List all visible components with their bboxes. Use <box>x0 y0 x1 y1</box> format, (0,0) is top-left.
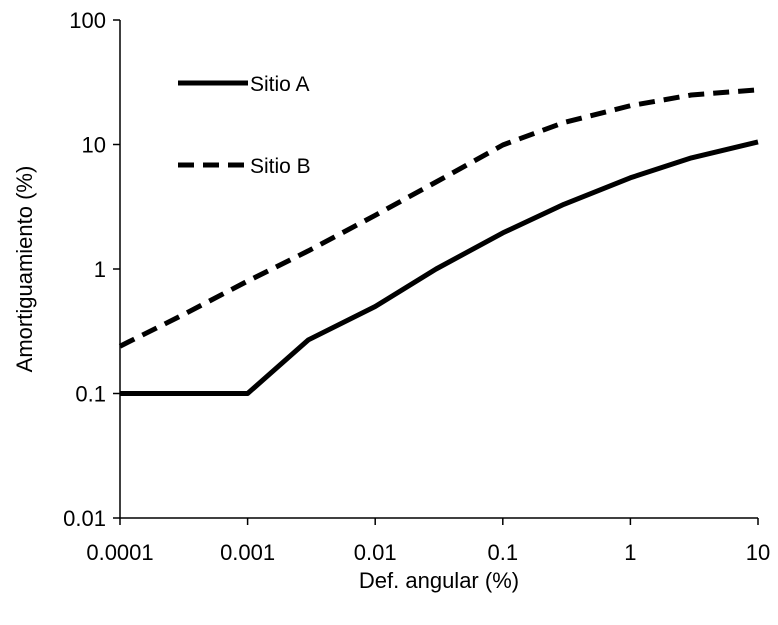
y-tick-label: 100 <box>69 8 106 33</box>
y-ticks: 0.01 0.1 1 10 100 <box>63 8 120 531</box>
x-tick-label: 0.1 <box>488 540 519 565</box>
series-line-sitio-b <box>118 87 759 349</box>
y-tick-label: 0.01 <box>63 506 106 531</box>
y-tick-label: 1 <box>94 257 106 282</box>
legend-label: Sitio A <box>250 73 310 96</box>
series-line-sitio-a <box>120 139 759 396</box>
x-tick-label: 0.001 <box>220 540 275 565</box>
x-axis-title: Def. angular (%) <box>359 568 519 593</box>
y-tick-label: 10 <box>82 133 106 158</box>
x-tick-label: 0.0001 <box>86 540 153 565</box>
legend-label: Sitio B <box>250 155 311 178</box>
y-tick-label: 0.1 <box>75 382 106 407</box>
x-ticks: 0.0001 0.001 0.01 0.1 1 10 <box>86 518 770 565</box>
legend: Sitio A Sitio B <box>178 73 311 178</box>
x-tick-label: 0.01 <box>354 540 397 565</box>
x-tick-label: 1 <box>624 540 636 565</box>
y-axis-title: Amortiguamiento (%) <box>12 166 37 373</box>
x-tick-label: 10 <box>746 540 770 565</box>
series-layer <box>118 87 759 396</box>
